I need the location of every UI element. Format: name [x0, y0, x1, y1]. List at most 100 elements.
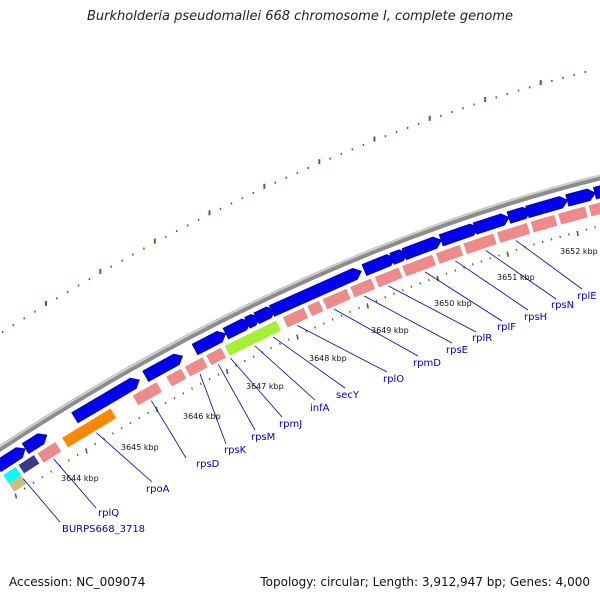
tick	[532, 243, 536, 246]
tick	[296, 334, 299, 340]
tick	[559, 235, 562, 239]
map-title: Burkholderia pseudomallei 668 chromosome…	[86, 9, 514, 24]
kbp-label-3648: 3648 kbp	[309, 354, 347, 363]
gene-label-infa: infA	[310, 403, 330, 414]
leader-line	[424, 271, 503, 322]
gene-segment	[61, 407, 118, 449]
leader-line	[22, 478, 61, 523]
gene-label-rplo: rplO	[383, 374, 404, 385]
tick	[445, 272, 448, 275]
gene-label-rpsk: rpsK	[224, 445, 247, 456]
gene-label-burps668-3718: BURPS668_3718	[62, 524, 145, 535]
tick	[164, 401, 167, 405]
tick	[489, 257, 492, 260]
gene-segment	[8, 475, 27, 492]
tick	[340, 314, 343, 317]
tick	[234, 364, 238, 367]
tick	[392, 292, 395, 295]
tick	[94, 442, 97, 446]
tick	[567, 233, 570, 236]
tick	[14, 493, 18, 499]
kbp-label-3646: 3646 kbp	[183, 412, 221, 421]
gene-segment	[529, 213, 559, 234]
leader-line	[53, 458, 97, 509]
gene-label-rple: rplE	[577, 291, 597, 302]
tick	[594, 226, 597, 229]
cds-arrow	[401, 236, 442, 261]
gene-segment	[205, 346, 228, 367]
cds-arrow	[21, 433, 48, 455]
tick	[541, 240, 544, 244]
gene-segment	[223, 319, 282, 357]
leader-line	[150, 400, 187, 459]
gene-label-rpmj: rpmJ	[279, 419, 302, 430]
kbp-label-3649: 3649 kbp	[371, 326, 409, 335]
tick	[585, 228, 588, 231]
tick	[191, 387, 194, 390]
gene-segment	[131, 381, 164, 407]
tick	[366, 303, 369, 309]
leader-line	[455, 260, 529, 311]
gene-segment	[321, 287, 352, 311]
gene-label-secy: secY	[336, 390, 360, 401]
gene-segment	[3, 466, 21, 484]
tick	[471, 263, 474, 266]
kbp-label-3651: 3651 kbp	[497, 273, 535, 282]
kbp-label-3650: 3650 kbp	[434, 299, 472, 308]
tick	[357, 306, 360, 310]
gene-segment	[557, 205, 589, 226]
gene-label-rpse: rpsE	[446, 345, 468, 356]
tick	[147, 411, 150, 415]
tick	[314, 326, 317, 329]
cds-arrow	[525, 196, 569, 219]
kbp-label-3645: 3645 kbp	[121, 443, 159, 452]
label-leaders	[22, 240, 583, 523]
gene-track	[3, 201, 600, 492]
gene-segment	[281, 306, 310, 329]
gene-segment	[373, 266, 404, 289]
gene-segment	[306, 299, 325, 318]
cds-arrow	[191, 331, 227, 356]
gene-segment	[401, 253, 437, 278]
leader-line	[515, 240, 583, 290]
gene-segment	[349, 277, 377, 299]
tick	[384, 295, 387, 299]
tick	[23, 487, 26, 490]
tick	[182, 392, 185, 395]
gene-label-rpsn: rpsN	[551, 300, 574, 311]
tick	[419, 282, 422, 285]
tick	[270, 346, 273, 350]
cds-arrow	[142, 353, 184, 382]
gene-label-rpsh: rpsH	[524, 312, 547, 323]
gene-segment	[183, 356, 209, 378]
gene-label-rpoa: rpoA	[146, 484, 170, 495]
tick	[305, 330, 308, 333]
cds-arrow	[71, 377, 140, 424]
tick	[252, 355, 255, 358]
tick	[129, 421, 132, 425]
leader-line	[254, 345, 316, 401]
leader-line	[485, 250, 557, 300]
gene-segment	[434, 243, 465, 265]
tick	[217, 373, 220, 376]
cds-arrow	[593, 185, 600, 200]
gene-label-rpmd: rpmD	[413, 358, 441, 369]
leader-line	[230, 357, 283, 418]
cds-arrow	[565, 188, 596, 207]
tick	[173, 396, 176, 400]
genome-summary: Topology: circular; Length: 3,912,947 bp…	[260, 575, 590, 589]
tick	[322, 322, 325, 325]
outer-tick-ring	[1, 70, 587, 333]
gene-segment	[462, 232, 498, 256]
tick	[550, 238, 553, 241]
tick	[50, 470, 53, 473]
tick	[111, 432, 114, 435]
cds-arrow	[268, 267, 362, 317]
leader-line	[333, 308, 419, 357]
gene-segment	[36, 440, 63, 464]
kbp-label-3644: 3644 kbp	[61, 474, 99, 483]
tick	[41, 475, 44, 479]
leader-line	[199, 373, 227, 445]
tick	[243, 359, 246, 363]
tick	[454, 269, 457, 272]
